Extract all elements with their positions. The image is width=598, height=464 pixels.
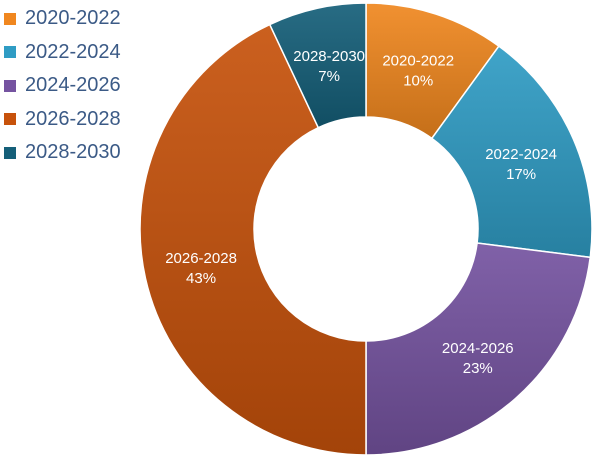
slice-value-label: 10% <box>403 72 433 89</box>
slice-category-label: 2024-2026 <box>442 340 514 357</box>
legend-swatch <box>4 12 16 25</box>
legend-label: 2026-2028 <box>25 107 121 130</box>
slice-category-label: 2026-2028 <box>165 250 237 267</box>
slice-labels: 2020-2022 10% 2022-2024 17% 2024-2026 23% 2026… <box>165 48 557 377</box>
donut-slices <box>139 2 593 456</box>
donut-slice <box>365 242 592 456</box>
slice-category-label: 2022-2024 <box>485 146 557 163</box>
chart-legend: 2020-2022 2022-2024 2024-2026 2026-2028 2028… <box>4 2 121 170</box>
slice-category-label: 2020-2022 <box>382 52 454 69</box>
legend-label: 2028-2030 <box>25 141 121 164</box>
legend-label: 2022-2024 <box>25 40 121 63</box>
slice-value-label: 7% <box>318 68 340 85</box>
legend-swatch <box>4 146 16 159</box>
slice-category-label: 2028-2030 <box>293 48 365 65</box>
legend-item: 2026-2028 <box>4 103 121 137</box>
donut-slice <box>268 2 367 129</box>
donut-slice <box>430 45 593 259</box>
slice-value-label: 17% <box>506 166 536 183</box>
legend-swatch <box>4 79 16 92</box>
legend-swatch <box>4 113 16 126</box>
legend-item: 2022-2024 <box>4 36 121 70</box>
legend-swatch <box>4 46 16 59</box>
donut-slice <box>139 23 367 456</box>
legend-item: 2028-2030 <box>4 136 121 170</box>
legend-label: 2020-2022 <box>25 7 121 30</box>
slice-value-label: 43% <box>186 270 216 287</box>
legend-item: 2020-2022 <box>4 2 121 36</box>
legend-label: 2024-2026 <box>25 74 121 97</box>
legend-item: 2024-2026 <box>4 69 121 103</box>
slice-value-label: 23% <box>463 360 493 377</box>
